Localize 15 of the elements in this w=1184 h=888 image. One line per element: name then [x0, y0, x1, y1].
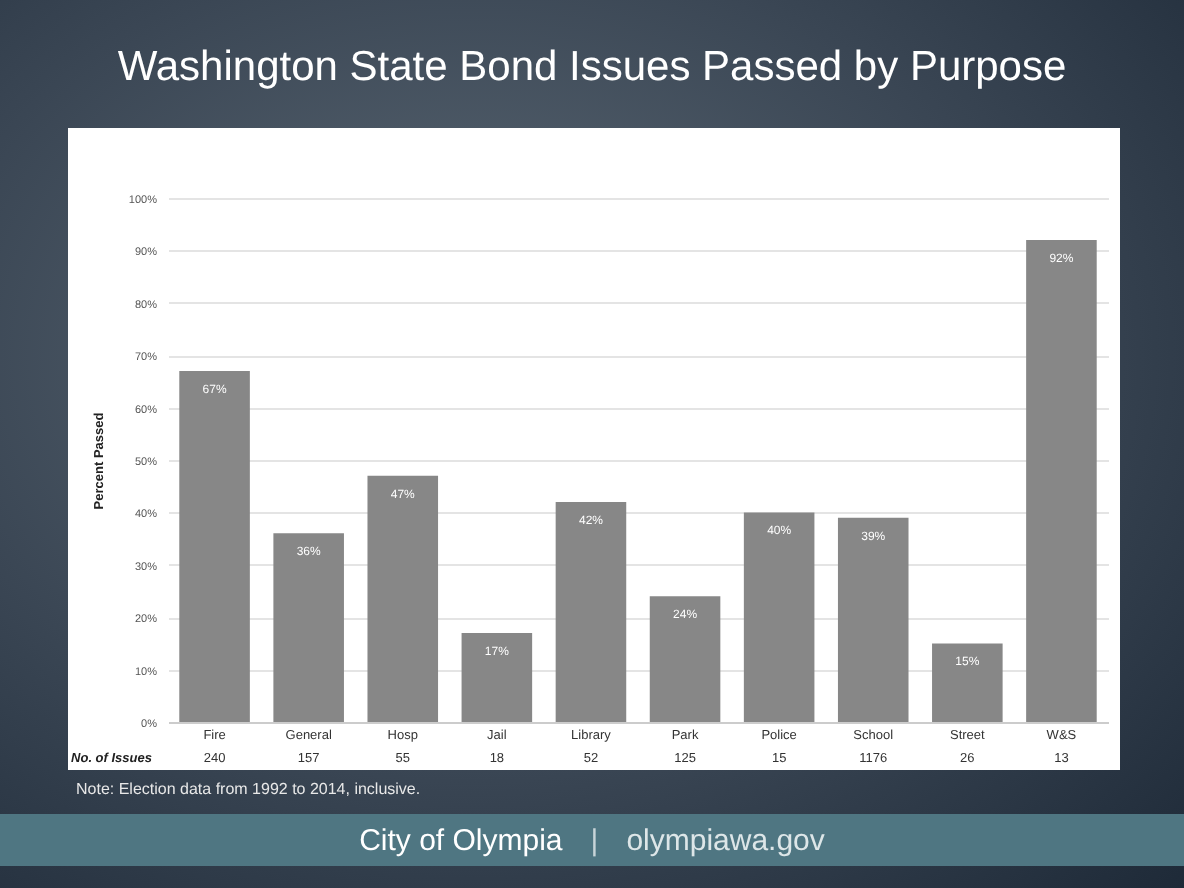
bar	[743, 512, 815, 722]
bar	[932, 643, 1003, 722]
bar	[555, 501, 627, 722]
text: olympiawa.gov	[626, 823, 825, 857]
chart-title: Washington State Bond Issues Passed by Purpose	[115, 44, 1069, 92]
bar	[461, 632, 533, 722]
bar	[649, 596, 721, 722]
bar	[179, 370, 250, 722]
text: Note: Election data from 1992 to 2014, inclusive.	[76, 780, 421, 798]
text: City of Olympia	[359, 823, 563, 857]
text: |	[590, 823, 599, 857]
bar	[1026, 239, 1097, 722]
bar	[367, 475, 439, 722]
bar	[273, 533, 344, 722]
bar	[837, 517, 909, 722]
